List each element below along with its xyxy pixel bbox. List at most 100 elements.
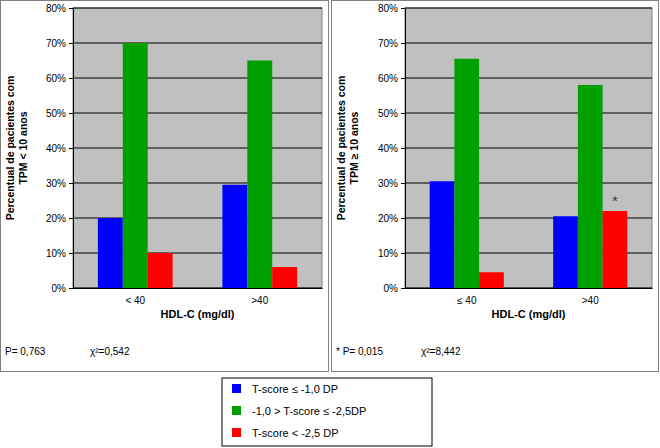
x-tick: >40 — [582, 288, 599, 306]
y-tick: 0% — [384, 283, 405, 294]
y-tick: 0% — [52, 283, 73, 294]
y-tick-mark — [69, 148, 73, 149]
grid — [73, 8, 322, 288]
x-axis-line — [406, 288, 653, 289]
y-tick-label: 50% — [378, 108, 398, 119]
grid — [405, 8, 652, 288]
y-tick-label: 0% — [384, 283, 399, 294]
y-tick-mark — [401, 78, 405, 79]
footnote: * P= 0,015 — [336, 346, 383, 357]
plot-background — [405, 8, 652, 288]
bar — [553, 216, 578, 288]
y-tick-mark — [69, 8, 73, 9]
x-tick-label: >40 — [582, 295, 599, 306]
y-tick-mark — [401, 43, 405, 44]
grid-line — [405, 43, 652, 44]
bar — [98, 218, 123, 288]
x-axis: < 40 >40 — [74, 288, 323, 306]
y-tick-mark — [401, 288, 405, 289]
y-axis-title: TPM ≥ 10 anos — [348, 111, 360, 184]
legend-swatch — [232, 384, 241, 393]
bar — [430, 181, 455, 288]
y-tick-label: 80% — [378, 3, 398, 14]
y-tick-mark — [69, 78, 73, 79]
x-tick: >40 — [251, 288, 268, 306]
bar — [578, 85, 603, 288]
y-tick: 30% — [46, 178, 73, 189]
legend-label: T-score ≤ -1,0 DP — [252, 383, 338, 395]
y-tick-label: 40% — [378, 143, 398, 154]
y-tick: 30% — [378, 178, 405, 189]
grid-line — [73, 148, 322, 149]
x-tick-label: < 40 — [125, 295, 145, 306]
grid-line — [405, 78, 652, 79]
y-tick-label: 60% — [46, 73, 66, 84]
grid-line — [73, 78, 322, 79]
y-tick: 80% — [46, 3, 73, 14]
y-tick: 50% — [46, 108, 73, 119]
y-tick-mark — [69, 43, 73, 44]
y-tick-label: 0% — [52, 283, 67, 294]
y-tick: 60% — [378, 73, 405, 84]
panel-frame — [332, 1, 659, 372]
y-axis-line — [73, 9, 74, 289]
y-tick-label: 70% — [378, 38, 398, 49]
panel-frame — [1, 1, 329, 372]
grid-line — [405, 113, 652, 114]
y-tick-mark — [401, 148, 405, 149]
bar — [148, 253, 173, 288]
x-axis: ≤ 40 >40 — [406, 288, 653, 306]
y-tick-label: 60% — [378, 73, 398, 84]
significance-marker: * — [612, 193, 618, 209]
x-tick-label: >40 — [251, 295, 268, 306]
legend-label: -1,0 > T-score ≤ -2,5DP — [252, 405, 366, 417]
y-tick: 80% — [378, 3, 405, 14]
y-tick-mark — [401, 113, 405, 114]
bar — [247, 61, 272, 289]
y-tick-mark — [69, 113, 73, 114]
y-tick: 10% — [378, 248, 405, 259]
y-tick-mark — [401, 183, 405, 184]
bar — [603, 211, 628, 288]
grid-line — [405, 8, 652, 9]
y-tick: 40% — [46, 143, 73, 154]
grid-line — [73, 8, 322, 9]
x-tick: ≤ 40 — [457, 288, 477, 306]
y-tick-label: 30% — [378, 178, 398, 189]
y-tick-label: 50% — [46, 108, 66, 119]
y-tick-mark — [401, 8, 405, 9]
y-axis-title: Percentual de pacientes com — [4, 76, 16, 221]
y-tick-label: 10% — [378, 248, 398, 259]
grid-line — [73, 43, 322, 44]
y-tick: 40% — [378, 143, 405, 154]
footnote: χ²=8,442 — [421, 346, 461, 357]
bars — [98, 43, 297, 288]
x-axis-line — [74, 288, 323, 289]
legend-label: T-score < -2,5 DP — [252, 427, 339, 439]
canvas: 0% 10% 20% 30% 40% 50% 60% 70% 80% < 40 >40 HDL-C (… — [0, 0, 660, 448]
y-axis-title: Percentual de pacientes com — [335, 76, 347, 221]
grid-line — [73, 113, 322, 114]
y-tick-mark — [69, 288, 73, 289]
x-axis-title: HDL-C (mg/dl) — [161, 308, 235, 320]
y-tick: 70% — [46, 38, 73, 49]
y-axis-line — [405, 9, 406, 289]
footnote: P= 0,763 — [5, 346, 46, 357]
y-tick-label: 80% — [46, 3, 66, 14]
y-tick-label: 10% — [46, 248, 66, 259]
y-tick-mark — [69, 218, 73, 219]
legend: T-score ≤ -1,0 DP -1,0 > T-score ≤ -2,5DP… — [222, 378, 432, 446]
legend-swatch — [232, 406, 241, 415]
bar — [479, 272, 504, 288]
panel: 0% 10% 20% 30% 40% 50% 60% 70% 80% < 40 >40 HDL-C (… — [1, 1, 329, 372]
y-tick-mark — [69, 183, 73, 184]
y-tick: 70% — [378, 38, 405, 49]
legend-frame — [222, 378, 432, 446]
y-tick-label: 20% — [46, 213, 66, 224]
y-tick: 60% — [46, 73, 73, 84]
x-tick-label: ≤ 40 — [457, 295, 477, 306]
x-tick: < 40 — [125, 288, 145, 306]
panel: 0%10%20%30%40%50%60%70%80%≤ 40>40HDL-C (… — [332, 1, 659, 372]
y-tick: 10% — [46, 248, 73, 259]
y-tick: 20% — [46, 213, 73, 224]
